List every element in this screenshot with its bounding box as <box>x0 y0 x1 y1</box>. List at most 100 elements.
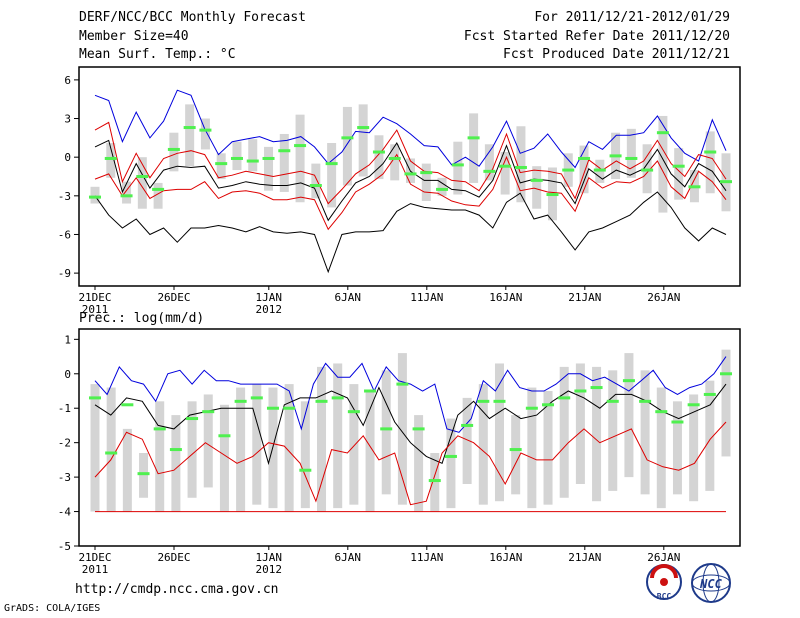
median-marker <box>357 126 370 130</box>
median-marker <box>562 168 575 172</box>
ensemble-box <box>187 401 197 498</box>
forecast-produced-date: Fcst Produced Date 2011/12/21 <box>503 47 730 62</box>
median-marker <box>218 434 231 438</box>
ensemble-box <box>705 131 715 194</box>
forecast-period: For 2011/12/21-2012/01/29 <box>534 10 730 25</box>
median-marker <box>215 162 228 166</box>
median-marker <box>593 168 606 172</box>
median-marker <box>704 150 717 154</box>
median-marker <box>396 382 409 386</box>
ensemble-box <box>516 126 526 203</box>
ensemble-box <box>626 128 636 178</box>
bcc-logo-text: BCC <box>657 592 672 601</box>
ensemble-box <box>185 104 195 167</box>
median-marker <box>687 403 700 407</box>
ncc-logo: NCC <box>691 563 731 603</box>
series-upper-line <box>94 89 727 169</box>
ensemble-box <box>430 453 440 512</box>
median-marker <box>412 427 425 431</box>
median-marker <box>477 399 490 403</box>
median-marker <box>688 185 701 189</box>
ensemble-box <box>219 404 229 512</box>
median-marker <box>671 420 684 424</box>
forecast-started-date: Fcst Started Refer Date 2011/12/20 <box>463 29 730 44</box>
median-marker <box>234 399 247 403</box>
median-marker <box>420 171 433 175</box>
ensemble-box <box>527 387 537 509</box>
y-tick-label: -5 <box>58 540 71 553</box>
ensemble-box <box>236 387 246 512</box>
ensemble-box <box>721 349 731 457</box>
median-marker <box>120 194 133 198</box>
median-marker <box>299 468 312 472</box>
median-marker <box>546 193 559 197</box>
series-lower_red-line <box>94 421 727 506</box>
median-marker <box>525 406 538 410</box>
median-marker <box>388 156 401 160</box>
plot-frame <box>78 66 741 287</box>
median-marker <box>183 126 196 130</box>
median-marker <box>590 386 603 390</box>
ensemble-box <box>532 166 542 209</box>
median-marker <box>309 184 322 188</box>
x-tick-label: 1JAN <box>256 551 283 564</box>
y-tick-label: -3 <box>58 190 71 203</box>
ensemble-box <box>592 366 602 502</box>
median-marker <box>451 163 464 167</box>
median-marker <box>278 149 291 153</box>
median-marker <box>641 168 654 172</box>
ensemble-box <box>203 394 213 488</box>
source-url[interactable]: http://cmdp.ncc.cma.gov.cn <box>75 582 279 597</box>
median-marker <box>404 172 417 176</box>
ensemble-box <box>358 104 368 177</box>
ensemble-box <box>437 177 447 196</box>
ensemble-box <box>139 453 149 498</box>
series-lower-line <box>94 191 727 274</box>
x-tick-label: 21JAN <box>568 291 601 304</box>
ensemble-box <box>106 387 116 512</box>
median-marker <box>199 128 212 132</box>
ensemble-box <box>349 384 359 505</box>
x-tick-label: 11JAN <box>410 291 443 304</box>
ensemble-box <box>122 181 132 204</box>
ensemble-box <box>155 401 165 512</box>
median-marker <box>364 389 377 393</box>
ensemble-box <box>381 370 391 495</box>
ensemble-box <box>674 148 684 200</box>
ensemble-box <box>705 380 715 491</box>
ensemble-box <box>153 182 163 209</box>
plot-frame <box>78 328 741 547</box>
ensemble-box <box>122 428 132 512</box>
median-marker <box>578 156 591 160</box>
median-marker <box>136 175 149 178</box>
x-tick-label: 21DEC <box>78 291 111 304</box>
median-marker <box>461 423 474 427</box>
ensemble-box <box>484 144 494 181</box>
ensemble-box <box>689 394 699 502</box>
ensemble-box <box>300 401 310 509</box>
ensemble-box <box>106 143 116 178</box>
median-marker <box>483 169 496 173</box>
ensemble-box <box>317 366 327 512</box>
median-marker <box>121 403 134 407</box>
ensemble-box <box>90 186 100 204</box>
median-marker <box>530 178 543 182</box>
median-marker <box>341 136 354 140</box>
ensemble-box <box>295 114 305 203</box>
median-marker <box>656 131 669 135</box>
series-upper-line <box>94 356 727 433</box>
x-year-label: 2011 <box>82 563 109 576</box>
median-marker <box>655 410 668 414</box>
ensemble-box <box>640 370 650 495</box>
ensemble-box <box>469 113 479 183</box>
ensemble-box <box>374 135 384 180</box>
median-marker <box>639 399 652 403</box>
x-year-label: 2012 <box>256 563 283 576</box>
median-marker <box>262 156 275 160</box>
median-marker <box>558 396 571 400</box>
x-tick-label: 11JAN <box>410 551 443 564</box>
x-year-label: 2012 <box>256 303 283 316</box>
y-tick-label: 0 <box>64 151 71 164</box>
x-tick-label: 16JAN <box>489 551 522 564</box>
